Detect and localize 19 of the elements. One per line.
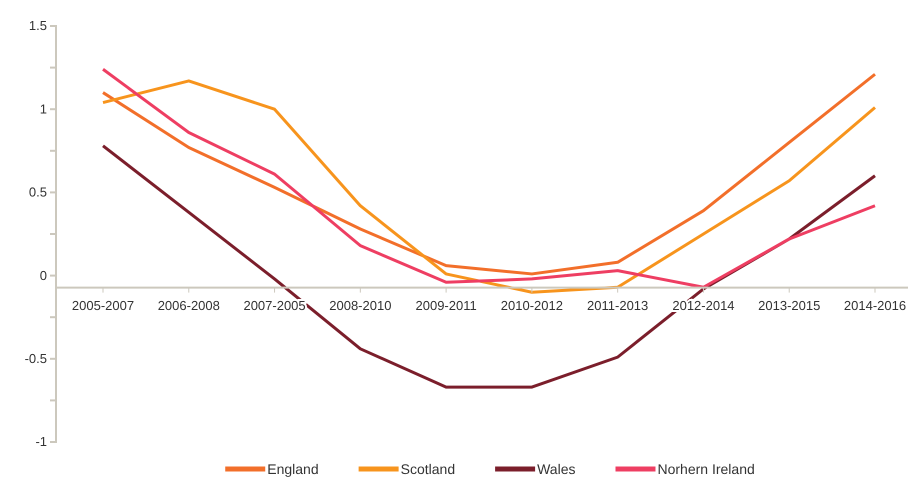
legend-label: Scotland: [400, 461, 456, 477]
y-tick-label: 1.5: [28, 18, 47, 34]
y-tick-label: 1: [40, 101, 47, 116]
legend-label: England: [267, 461, 319, 477]
y-tick-label: 0.5: [28, 184, 47, 200]
x-tick-label: 2013-2015: [758, 298, 820, 313]
x-tick-label: 2006-2008: [158, 298, 220, 313]
legend-label: Wales: [537, 461, 576, 477]
x-tick-label: 2010-2012: [500, 298, 563, 313]
y-tick-label: 0: [40, 268, 47, 283]
x-tick-label: 2008-2010: [329, 298, 392, 313]
x-tick-label: 2014-2016: [844, 298, 906, 313]
x-tick-label: 2011-2013: [587, 298, 648, 313]
x-tick-label: 2005-2007: [72, 298, 134, 313]
legend-label: Norhern Ireland: [657, 461, 755, 477]
y-tick-label: -1: [35, 434, 47, 450]
y-tick-label: -0.5: [24, 350, 47, 366]
x-tick-label: 2007-2005: [243, 298, 306, 313]
x-tick-label: 2009-2011: [416, 298, 477, 313]
